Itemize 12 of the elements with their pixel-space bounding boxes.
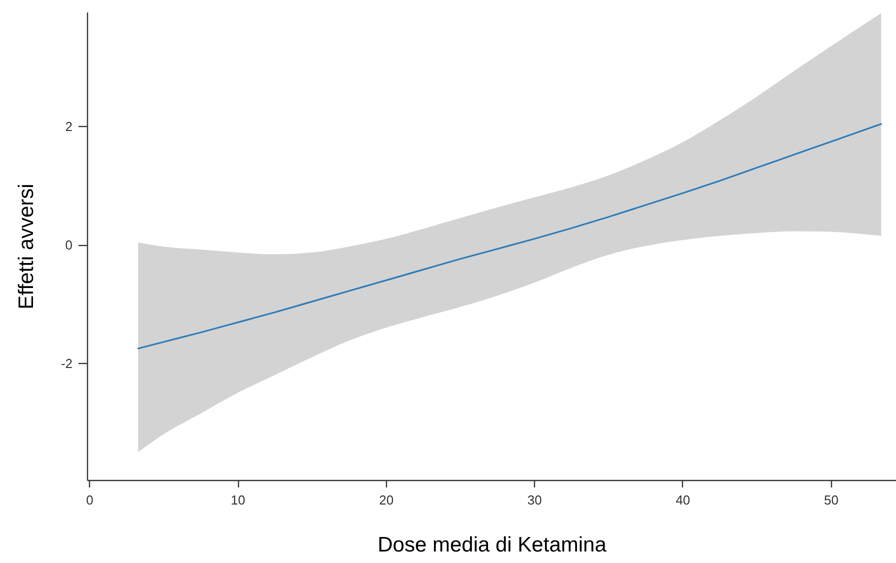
x-tick-label: 0: [86, 492, 94, 508]
y-tick-label: 2: [65, 118, 72, 134]
y-axis-title: Effetti avversi: [14, 184, 38, 310]
x-tick-label: 10: [230, 492, 246, 508]
x-tick-label: 20: [379, 492, 394, 508]
x-tick-label: 50: [824, 492, 838, 508]
x-axis-title: Dose media di Ketamina: [378, 534, 607, 556]
line-series: [137, 123, 882, 350]
y-tick-label: 0: [65, 237, 72, 252]
x-tick-label: 40: [676, 492, 690, 508]
x-tick-label: 30: [527, 492, 542, 508]
y-tick-label: -2: [60, 356, 72, 371]
